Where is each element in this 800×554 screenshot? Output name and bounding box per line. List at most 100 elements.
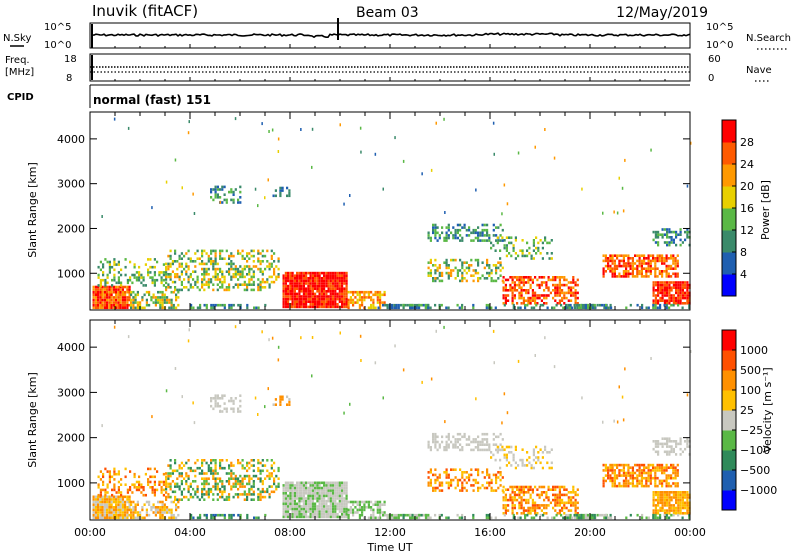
power-echo-cell: [112, 301, 115, 304]
power-echo-cell: [178, 275, 181, 279]
velocity-echo-cell: [470, 468, 473, 471]
velocity-echo-cell: [127, 335, 130, 339]
power-echo-cell: [541, 246, 544, 250]
power-echo-cell: [332, 295, 335, 298]
velocity-echo-cell: [486, 471, 489, 474]
power-echo-cell: [587, 303, 590, 307]
velocity-echo-cell: [495, 481, 498, 485]
velocity-echo-cell: [684, 493, 687, 497]
velocity-echo-cell: [237, 493, 240, 496]
power-echo-cell: [654, 262, 657, 265]
power-echo-cell: [147, 273, 150, 277]
power-echo-cell: [537, 246, 540, 250]
power-echo-cell: [631, 262, 634, 265]
power-echo-cell: [461, 236, 464, 240]
power-echo-cell: [486, 234, 489, 237]
velocity-echo-cell: [656, 466, 659, 469]
velocity-echo-cell: [518, 501, 521, 505]
velocity-echo-cell: [311, 489, 314, 492]
power-echo-cell: [325, 300, 328, 303]
power-echo-cell: [499, 234, 502, 237]
velocity-echo-cell: [618, 471, 621, 475]
velocity-echo-cell: [659, 491, 662, 494]
velocity-echo-cell: [252, 459, 255, 462]
power-echo-cell: [352, 290, 355, 294]
velocity-echo-cell: [656, 484, 659, 488]
power-echo-cell: [675, 291, 678, 295]
power-echo-cell: [652, 299, 655, 302]
power-echo-cell: [379, 293, 382, 297]
power-echo-cell: [234, 117, 237, 121]
velocity-echo-cell: [287, 513, 290, 516]
velocity-echo-cell: [160, 491, 163, 494]
velocity-echo-cell: [261, 480, 264, 483]
power-echo-cell: [189, 286, 192, 289]
velocity-echo-cell: [338, 502, 341, 506]
power-echo-cell: [320, 300, 323, 303]
velocity-echo-cell: [474, 438, 477, 441]
velocity-echo-cell: [243, 466, 246, 470]
velocity-echo-cell: [178, 498, 181, 501]
velocity-echo-cell: [679, 491, 682, 494]
power-echo-cell: [250, 254, 253, 258]
velocity-echo-cell: [343, 513, 346, 516]
power-echo-cell: [243, 257, 246, 260]
power-echo-cell: [376, 290, 379, 294]
velocity-echo-cell: [656, 463, 659, 467]
power-echo-cell: [101, 303, 104, 307]
velocity-echo-cell: [266, 459, 269, 462]
velocity-echo-cell: [176, 482, 179, 486]
power-echo-cell: [367, 296, 370, 299]
velocity-echo-cell: [140, 491, 143, 494]
velocity-echo-cell: [288, 403, 291, 406]
power-echo-cell: [675, 286, 678, 289]
power-echo-cell: [670, 254, 673, 257]
velocity-echo-cell: [472, 448, 475, 452]
power-echo-cell: [257, 283, 260, 286]
velocity-echo-cell: [411, 516, 414, 520]
power-echo-cell: [495, 264, 498, 267]
velocity-echo-cell: [110, 508, 113, 512]
power-echo-cell: [670, 230, 673, 234]
velocity-echo-cell: [338, 484, 341, 487]
velocity-echo-cell: [665, 466, 668, 469]
power-echo-cell: [329, 295, 332, 298]
velocity-echo-cell: [522, 498, 525, 502]
power-echo-cell: [216, 288, 219, 292]
velocity-echo-cell: [99, 498, 102, 501]
power-echo-cell: [686, 296, 689, 300]
power-echo-cell: [119, 298, 122, 302]
velocity-echo-cell: [221, 480, 224, 483]
velocity-echo-cell: [92, 506, 95, 509]
velocity-echo-cell: [647, 516, 650, 520]
velocity-echo-cell: [309, 489, 312, 492]
power-echo-cell: [627, 264, 630, 268]
velocity-echo-cell: [679, 440, 682, 443]
velocity-echo-cell: [565, 501, 568, 505]
power-echo-cell: [611, 254, 614, 257]
power-echo-cell: [132, 298, 135, 302]
power-echo-cell: [627, 257, 630, 260]
velocity-echo-cell: [169, 464, 172, 467]
velocity-echo-cell: [434, 438, 437, 441]
power-echo-cell: [518, 291, 521, 295]
velocity-echo-cell: [241, 493, 244, 496]
power-echo-cell: [117, 281, 120, 285]
power-echo-cell: [434, 231, 437, 235]
power-echo-cell: [101, 301, 104, 304]
power-echo-cell: [341, 290, 344, 293]
velocity-echo-cell: [470, 473, 473, 477]
velocity-echo-cell: [117, 472, 120, 476]
power-echo-cell: [519, 306, 522, 310]
velocity-echo-cell: [524, 513, 527, 517]
velocity-echo-cell: [332, 486, 335, 490]
velocity-echo-cell: [336, 513, 339, 516]
velocity-echo-cell: [307, 515, 310, 519]
power-echo-cell: [228, 270, 231, 273]
velocity-echo-cell: [508, 445, 511, 449]
power-echo-cell: [214, 278, 217, 281]
power-echo-cell: [654, 259, 657, 263]
power-echo-cell: [486, 261, 489, 264]
power-echo-cell: [425, 303, 428, 307]
power-echo-cell: [94, 296, 97, 299]
